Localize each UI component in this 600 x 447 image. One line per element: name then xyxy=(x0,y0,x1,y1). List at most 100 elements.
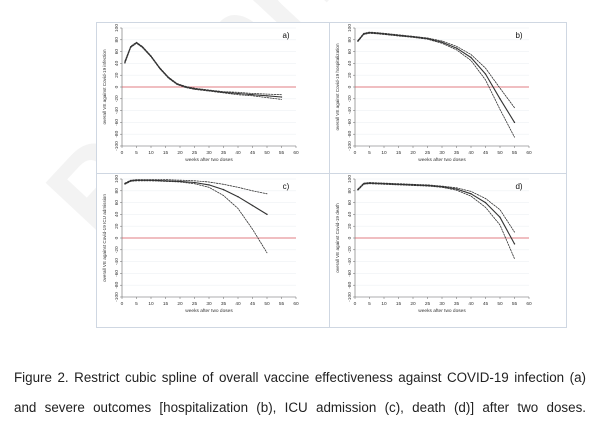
x-tick-label: 35 xyxy=(221,301,227,307)
y-tick-label: -60 xyxy=(347,270,353,277)
x-tick-label: 5 xyxy=(135,301,138,307)
y-tick-label: -80 xyxy=(347,281,353,288)
x-tick-label: 20 xyxy=(177,301,183,307)
x-tick-label: 10 xyxy=(148,150,154,156)
y-tick-label: 60 xyxy=(114,200,120,206)
y-tick-label: 40 xyxy=(347,60,353,66)
panel-d: 0 5 10 15 20 25 30 35 40 45 50 55 60 -100 -80 -60 -40 -20… xyxy=(329,173,567,328)
x-tick-label: 45 xyxy=(483,301,489,307)
x-tick-label: 35 xyxy=(454,301,460,307)
x-tick-label: 50 xyxy=(264,301,270,307)
y-tick-label: 0 xyxy=(347,85,353,88)
y-tick-label: -40 xyxy=(114,107,120,114)
x-tick-label: 45 xyxy=(483,150,489,156)
chart-c: 0 5 10 15 20 25 30 35 40 45 50 55 60 -100 -80 -60 -40 -20… xyxy=(96,173,334,328)
x-tick-label: 40 xyxy=(235,150,241,156)
y-tick-label: 100 xyxy=(347,175,353,183)
x-tick-label: 15 xyxy=(163,150,169,156)
data-point xyxy=(237,92,239,95)
series-line-estimate xyxy=(357,32,516,123)
series-line-ci xyxy=(357,31,515,109)
data-point xyxy=(251,204,254,207)
x-tick-label: 20 xyxy=(410,150,416,156)
data-point xyxy=(513,243,516,245)
data-point xyxy=(484,73,487,75)
y-tick-label: 60 xyxy=(347,49,353,55)
x-tick-label: 45 xyxy=(250,301,256,307)
y-tick-label: 40 xyxy=(347,211,353,217)
x-tick-label: 60 xyxy=(293,150,299,156)
x-tick-label: 50 xyxy=(264,150,270,156)
y-tick-label: -40 xyxy=(347,107,353,114)
y-axis-title: overall VE against Covid-19 infection xyxy=(102,49,107,125)
series-line-ci xyxy=(124,179,268,195)
y-tick-label: 40 xyxy=(114,60,120,66)
x-tick-label: 50 xyxy=(497,301,503,307)
y-tick-label: -80 xyxy=(347,130,353,137)
data-point xyxy=(237,196,239,198)
x-axis-title: weeks after two doses xyxy=(185,308,233,314)
y-tick-label: -60 xyxy=(347,119,353,126)
y-tick-label: -60 xyxy=(114,270,120,277)
y-tick-label: -40 xyxy=(347,258,353,265)
series-line-ci xyxy=(357,182,515,233)
y-tick-label: -20 xyxy=(114,246,120,253)
data-point xyxy=(484,201,487,204)
x-tick-label: 5 xyxy=(135,150,138,156)
data-point xyxy=(499,98,501,100)
y-tick-label: 80 xyxy=(347,37,353,43)
x-tick-label: 55 xyxy=(279,301,285,307)
x-axis-title: weeks after two doses xyxy=(418,308,466,314)
data-point xyxy=(499,216,501,219)
panel-b: 0 5 10 15 20 25 30 35 40 45 50 55 60 -100 -80 -60 -40 -20… xyxy=(329,22,567,177)
x-tick-label: 25 xyxy=(192,301,198,307)
y-tick-label: 100 xyxy=(114,24,120,32)
x-tick-label: 50 xyxy=(497,150,503,156)
y-tick-label: 40 xyxy=(114,211,120,217)
x-axis-title: weeks after two doses xyxy=(418,157,466,163)
y-tick-label: 0 xyxy=(114,236,120,239)
x-tick-label: 30 xyxy=(206,301,212,307)
y-tick-label: 0 xyxy=(114,85,120,88)
y-tick-label: 100 xyxy=(114,175,120,183)
panel-frame xyxy=(329,173,567,328)
x-tick-label: 30 xyxy=(206,150,212,156)
x-tick-label: 5 xyxy=(368,150,371,156)
y-axis-title: overall VE against Covid-19 ICU admissio… xyxy=(102,194,107,282)
y-tick-label: 80 xyxy=(114,188,120,194)
y-tick-label: -40 xyxy=(114,258,120,265)
x-axis-title: weeks after two doses xyxy=(185,157,233,163)
data-point xyxy=(455,188,458,190)
x-tick-label: 30 xyxy=(439,150,445,156)
panel-c: 0 5 10 15 20 25 30 35 40 45 50 55 60 -100 -80 -60 -40 -20… xyxy=(96,173,334,328)
x-tick-label: 20 xyxy=(177,150,183,156)
y-tick-label: 0 xyxy=(347,236,353,239)
data-point xyxy=(470,56,472,59)
y-tick-label: -80 xyxy=(114,130,120,137)
data-point xyxy=(251,93,254,96)
x-tick-label: 15 xyxy=(396,150,402,156)
series-line-ci xyxy=(124,42,282,100)
x-tick-label: 20 xyxy=(410,301,416,307)
y-tick-label: 20 xyxy=(114,223,120,229)
x-tick-label: 45 xyxy=(250,150,256,156)
y-tick-label: -20 xyxy=(114,95,120,102)
y-tick-label: 80 xyxy=(114,37,120,43)
x-tick-label: 40 xyxy=(468,301,474,307)
panel-label: c) xyxy=(283,182,290,191)
x-tick-label: 60 xyxy=(526,301,532,307)
y-tick-label: 20 xyxy=(114,72,120,78)
x-tick-label: 35 xyxy=(221,150,227,156)
y-tick-label: 20 xyxy=(347,72,353,78)
x-tick-label: 0 xyxy=(121,301,124,307)
data-point xyxy=(222,188,225,191)
panel-label: d) xyxy=(515,182,522,191)
y-tick-label: 100 xyxy=(347,24,353,32)
x-tick-label: 40 xyxy=(235,301,241,307)
y-tick-label: -100 xyxy=(347,292,353,302)
data-point xyxy=(280,96,283,98)
x-tick-label: 15 xyxy=(163,301,169,307)
panel-a: 0 5 10 15 20 25 30 35 40 45 50 55 60 -100 -80 -60 -40 -20… xyxy=(96,22,334,177)
y-tick-label: -100 xyxy=(114,292,120,302)
series-line-ci xyxy=(124,41,282,96)
